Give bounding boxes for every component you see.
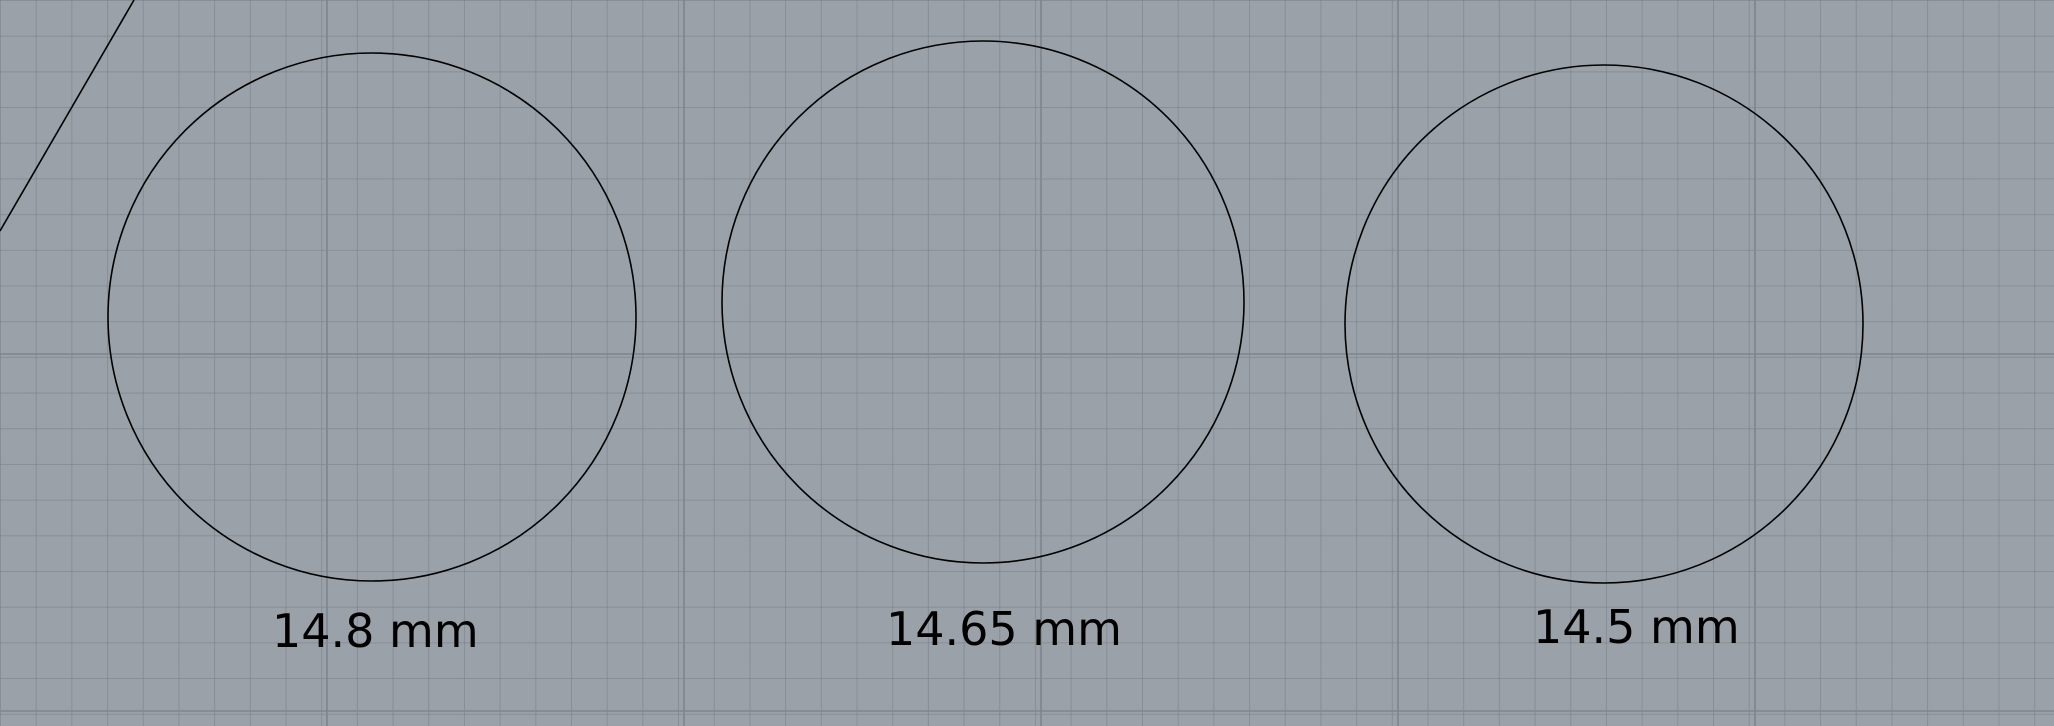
circle-14-8mm[interactable] — [107, 52, 637, 582]
circle-label-14-8mm[interactable]: 14.8 mm — [272, 604, 479, 658]
circle-label-14-5mm[interactable]: 14.5 mm — [1533, 600, 1740, 654]
circle-14-5mm[interactable] — [1344, 64, 1864, 584]
diagonal-line[interactable] — [0, 0, 135, 232]
circle-14-65mm[interactable] — [721, 40, 1245, 564]
circle-label-14-65mm[interactable]: 14.65 mm — [886, 602, 1122, 656]
